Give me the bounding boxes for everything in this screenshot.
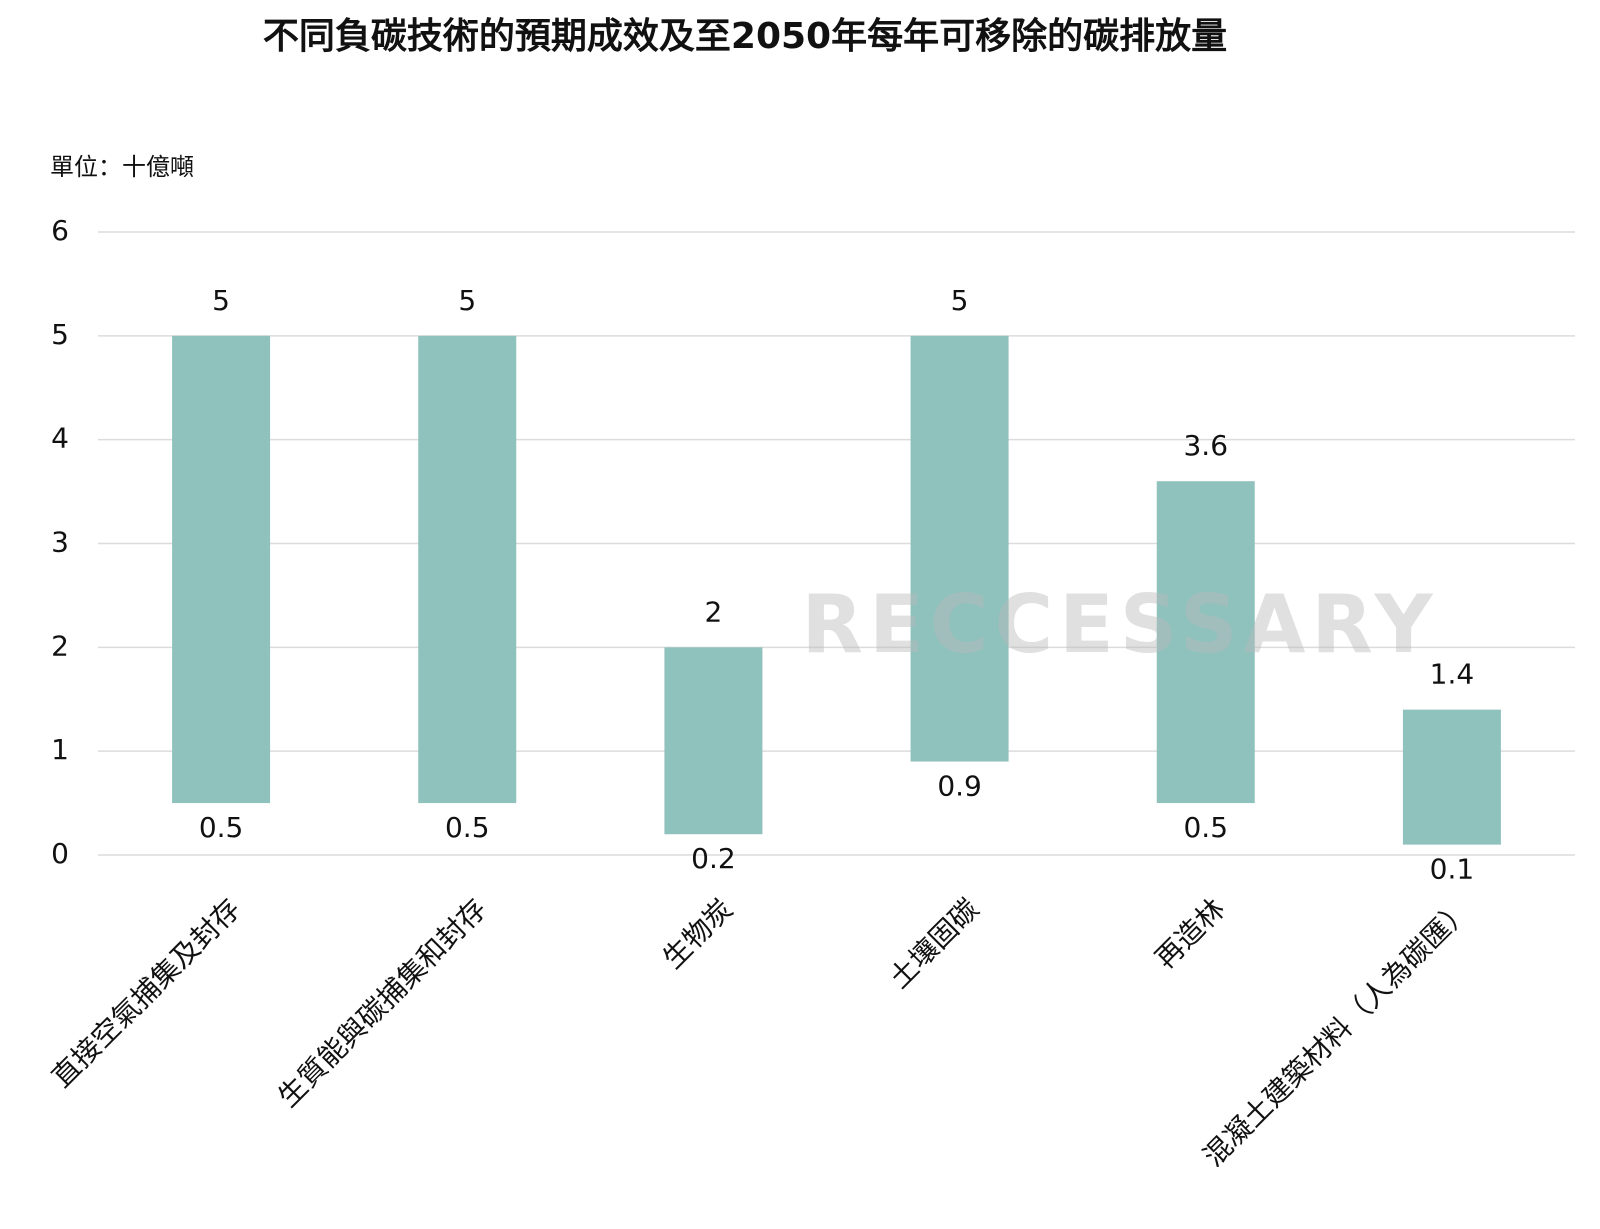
value-label: 2 <box>705 595 723 628</box>
chart-title: 不同負碳技術的預期成效及至2050年每年可移除的碳排放量 <box>263 16 1227 57</box>
value-label: 0.2 <box>691 842 736 875</box>
value-label: 0.5 <box>1183 811 1228 844</box>
value-label: 1.4 <box>1430 658 1475 691</box>
value-label: 5 <box>458 284 476 317</box>
x-tick-label: 土壤固碳 <box>883 892 986 995</box>
y-tick-label: 1 <box>51 733 69 766</box>
value-label: 5 <box>212 284 230 317</box>
y-tick-label: 6 <box>51 214 69 247</box>
x-tick-label: 直接空氣捕集及封存 <box>45 892 247 1094</box>
y-tick-label: 4 <box>51 422 69 455</box>
value-label: 0.9 <box>937 770 982 803</box>
bar <box>1402 709 1501 845</box>
watermark: RECCESSARY <box>801 578 1438 671</box>
x-tick-label: 再造林 <box>1149 892 1232 975</box>
bar <box>1156 481 1255 804</box>
value-label: 0.1 <box>1430 853 1475 886</box>
x-tick-label: 生質能與碳捕集和封存 <box>272 892 493 1113</box>
y-tick-label: 5 <box>51 318 69 351</box>
y-tick-label: 3 <box>51 526 69 559</box>
y-tick-label: 0 <box>51 837 69 870</box>
bar <box>664 647 763 835</box>
value-label: 3.6 <box>1183 429 1228 462</box>
value-label: 5 <box>951 284 969 317</box>
x-tick-label: 混凝土建築材料（人為碳匯） <box>1197 892 1478 1173</box>
value-label: 0.5 <box>199 811 244 844</box>
value-label: 0.5 <box>445 811 490 844</box>
y-tick-label: 2 <box>51 629 69 662</box>
bar <box>910 335 1009 762</box>
bar <box>172 335 271 804</box>
x-tick-label: 生物炭 <box>656 892 739 975</box>
bar <box>418 335 517 804</box>
unit-label: 單位：十億噸 <box>50 153 194 181</box>
